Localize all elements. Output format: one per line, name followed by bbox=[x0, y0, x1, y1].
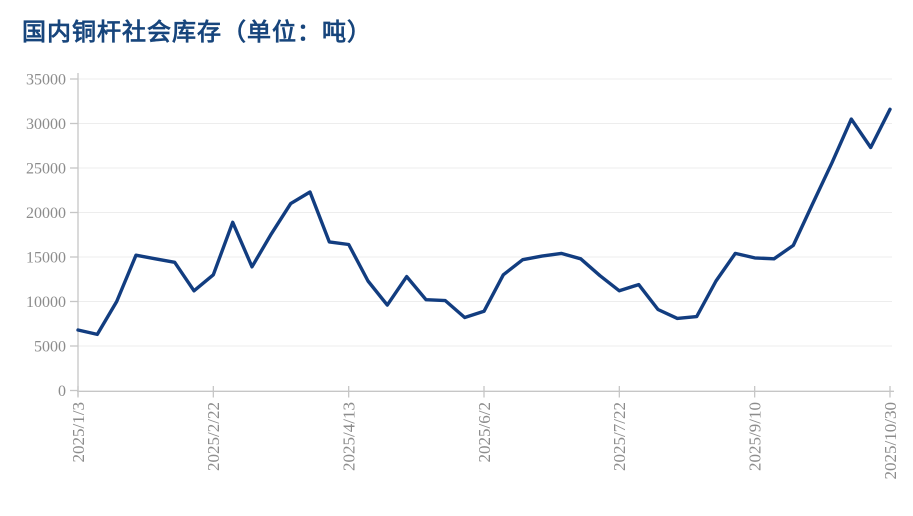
y-tick-label: 10000 bbox=[26, 294, 66, 311]
x-tick-label: 2025/9/10 bbox=[745, 402, 764, 471]
inventory-line-series bbox=[76, 107, 892, 337]
y-tick-label: 15000 bbox=[26, 250, 66, 267]
x-tick-label: 2025/1/3 bbox=[69, 402, 88, 462]
y-tick-label: 20000 bbox=[26, 205, 66, 222]
x-tick-label: 2025/7/22 bbox=[610, 402, 629, 471]
y-tick-label: 35000 bbox=[26, 72, 66, 89]
x-tick-label: 2025/6/2 bbox=[475, 402, 494, 462]
y-tick-label: 0 bbox=[58, 383, 66, 400]
chart-title: 国内铜杆社会库存（单位：吨） bbox=[22, 20, 372, 46]
y-tick-label: 5000 bbox=[34, 339, 66, 356]
y-tick-label: 30000 bbox=[26, 116, 66, 133]
y-tick-label: 25000 bbox=[26, 161, 66, 178]
x-tick-label: 2025/10/30 bbox=[881, 402, 900, 479]
x-tick-label: 2025/2/22 bbox=[204, 402, 223, 471]
x-tick-label: 2025/4/13 bbox=[339, 402, 358, 471]
